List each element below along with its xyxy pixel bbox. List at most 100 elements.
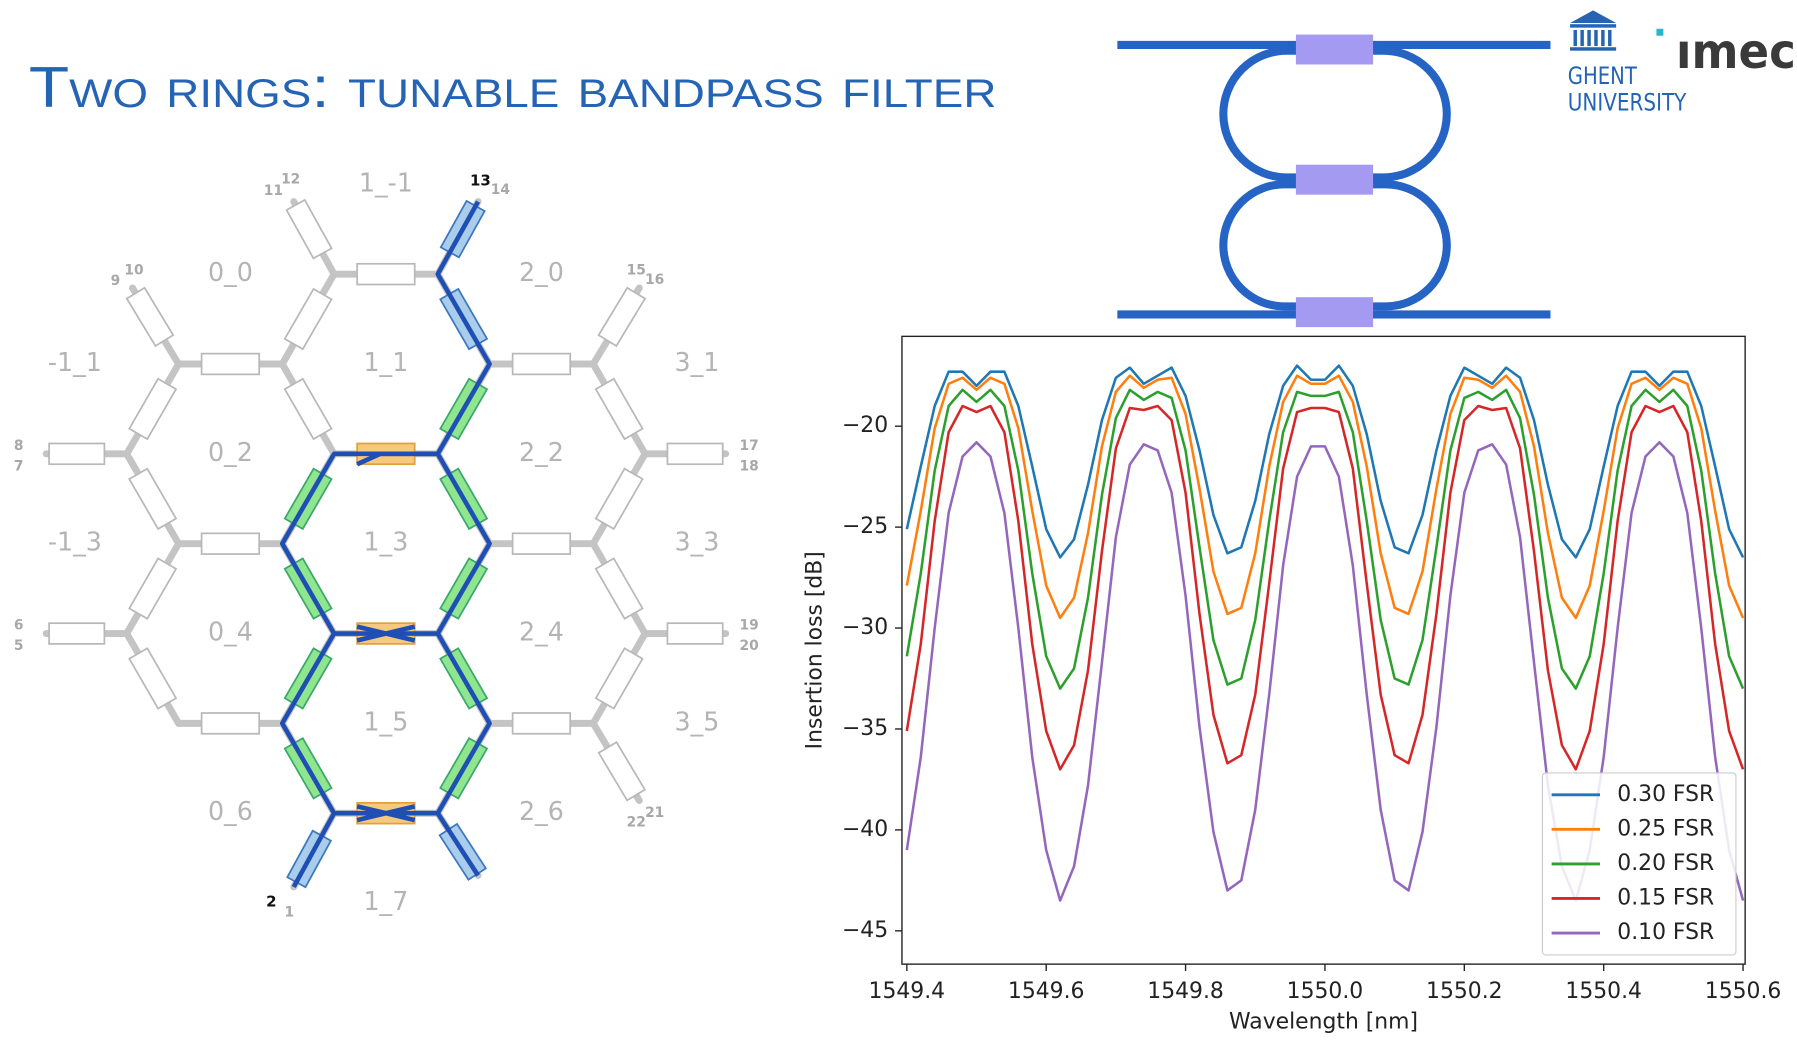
y-tick-label: −20 [842, 413, 888, 438]
legend-label: 0.20 FSR [1617, 851, 1714, 876]
light-path [356, 624, 416, 643]
slide-title: Two rings: tunable bandpass filter [29, 56, 997, 120]
cell-label: 1_3 [363, 527, 408, 557]
component [594, 467, 644, 531]
component [200, 712, 261, 735]
logo-text: UNIVERSITY [1568, 89, 1687, 117]
cell-label: 0_6 [208, 796, 253, 826]
port-label: 22 [627, 814, 646, 830]
cell-label: 3_1 [674, 347, 719, 377]
coupler [1295, 297, 1374, 328]
series-line [905, 388, 1745, 690]
cell-label: 1_1 [363, 347, 408, 377]
component [594, 647, 644, 710]
port-label: 21 [645, 805, 664, 821]
component [511, 712, 572, 735]
legend-label: 0.30 FSR [1617, 782, 1714, 807]
port-label: 7 [14, 459, 24, 475]
x-tick-label: 1549.6 [1008, 979, 1085, 1004]
x-tick-label: 1549.8 [1147, 979, 1224, 1004]
component [511, 352, 572, 376]
component [511, 532, 572, 555]
series-line [905, 404, 1745, 771]
component [283, 377, 333, 441]
component [666, 442, 724, 466]
cell-label: -1_3 [48, 527, 102, 557]
component [285, 198, 333, 260]
port-label: 12 [281, 172, 300, 188]
component [666, 622, 724, 645]
port-label: 13 [470, 171, 491, 189]
y-axis-label: Insertion loss [dB] [802, 551, 827, 749]
component [283, 287, 333, 351]
component [594, 377, 644, 441]
component [128, 467, 178, 531]
plot-frame [901, 335, 1746, 965]
cell-label: 1_-1 [359, 167, 413, 197]
port-label: 11 [264, 183, 283, 199]
cell-label: 3_3 [674, 527, 719, 557]
chart: 1549.4 1549.6 1549.8 1550.0 1550.2 1550.4 1550… [802, 335, 1782, 1035]
component [597, 741, 647, 802]
component [597, 286, 647, 348]
y-tick-label: −40 [842, 817, 888, 842]
series-line [905, 441, 1745, 902]
port-label: 18 [740, 459, 759, 475]
port-label: 17 [740, 438, 759, 454]
component [128, 557, 178, 620]
hexagonal-mesh: 1_-1 0_0 2_0 -1_1 1_1 3_1 0_2 2_2 -1_3 1_3 3_3 0_4 2… [14, 167, 759, 920]
port-label: 9 [111, 273, 121, 289]
coupler [1295, 164, 1374, 195]
x-axis-label: Wavelength [nm] [1229, 1010, 1418, 1035]
imec-logo: ımec [1656, 24, 1796, 80]
component [48, 442, 106, 466]
cell-label: 1_7 [363, 886, 408, 916]
cell-label: 2_0 [519, 257, 564, 287]
port-label: 20 [740, 638, 759, 654]
logo-dot [1656, 28, 1664, 36]
cell-label: 2_4 [519, 617, 564, 647]
x-tick-label: 1550.6 [1705, 979, 1782, 1004]
light-path [356, 200, 492, 467]
cell-label: 0_2 [208, 437, 253, 467]
cell-label: -1_1 [48, 347, 102, 377]
cell-label: 3_5 [674, 706, 719, 736]
cell-label: 2_2 [519, 437, 564, 467]
x-tick-label: 1550.2 [1426, 979, 1503, 1004]
component [128, 647, 178, 710]
component [594, 557, 644, 620]
ring [1219, 180, 1451, 311]
light-path [435, 811, 480, 877]
port-label: 10 [124, 263, 143, 279]
y-tick-label: −35 [842, 716, 888, 741]
component [48, 622, 106, 645]
cell-label: 2_6 [519, 796, 564, 826]
y-tick-label: −45 [842, 918, 888, 943]
x-tick-label: 1550.4 [1565, 979, 1642, 1004]
port-label: 8 [14, 438, 24, 454]
series-line [905, 364, 1745, 559]
component [128, 377, 178, 441]
port-label: 6 [14, 617, 24, 633]
legend-label: 0.15 FSR [1617, 885, 1714, 910]
cell-label: 1_5 [363, 706, 408, 736]
logo-text: GHENT [1568, 62, 1637, 90]
component [356, 262, 416, 286]
port-label: 14 [491, 182, 510, 198]
x-tick-label: 1549.4 [869, 979, 946, 1004]
port-label: 16 [645, 272, 664, 288]
cell-label: 0_4 [208, 617, 253, 647]
light-path [356, 804, 416, 823]
y-tick-label: −30 [842, 615, 888, 640]
coupler [1295, 34, 1374, 65]
ghent-logo: GHENT UNIVERSITY [1568, 10, 1687, 117]
ring [1219, 46, 1451, 182]
y-tick-label: −25 [842, 514, 888, 539]
port-label: 19 [740, 617, 759, 633]
series-line [905, 374, 1745, 620]
building-icon [1570, 10, 1617, 51]
legend-label: 0.10 FSR [1617, 920, 1714, 945]
port-label: 2 [266, 892, 276, 910]
